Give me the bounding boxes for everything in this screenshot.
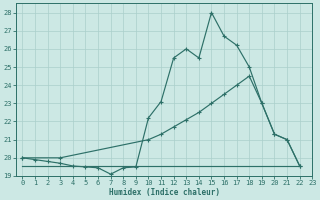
X-axis label: Humidex (Indice chaleur): Humidex (Indice chaleur) xyxy=(109,188,220,197)
